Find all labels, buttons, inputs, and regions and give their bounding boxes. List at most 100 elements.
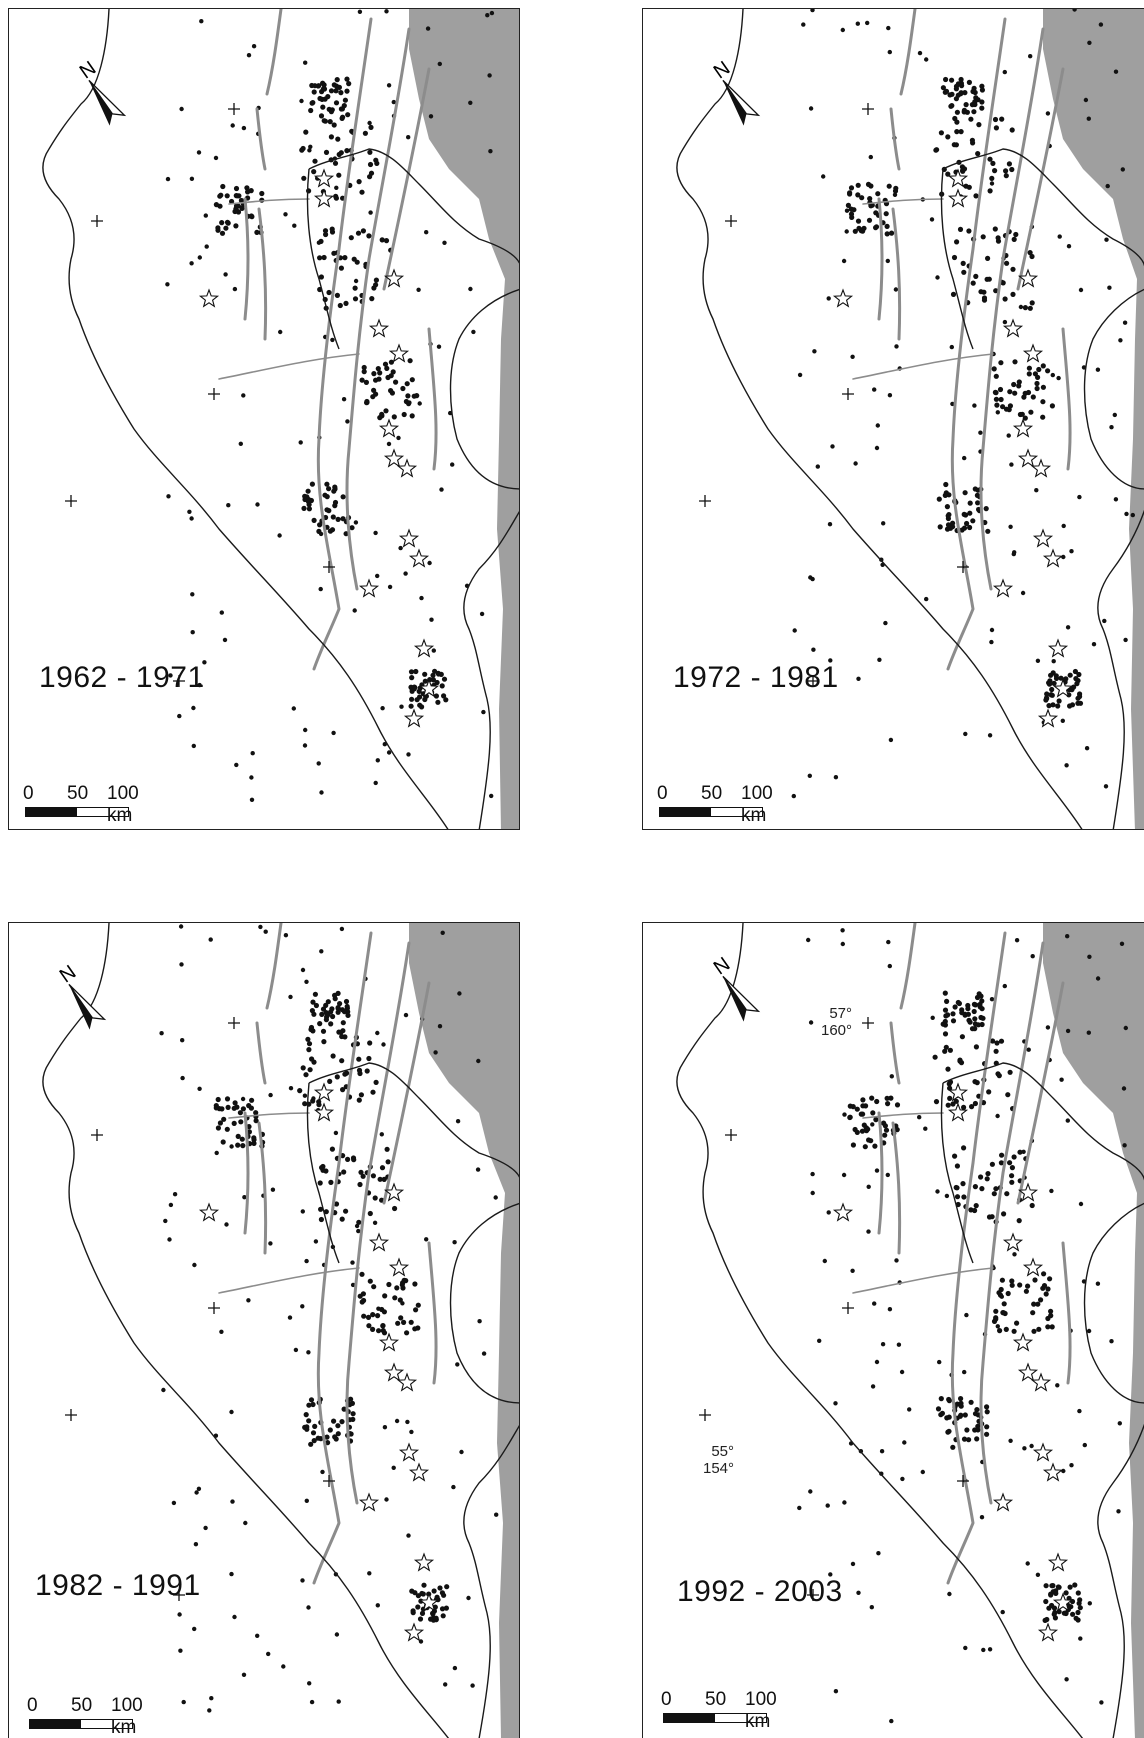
star-icon bbox=[1052, 1592, 1074, 1612]
earthquake-dot bbox=[1120, 167, 1125, 172]
earthquake-dot bbox=[322, 96, 328, 102]
earthquake-dot bbox=[1028, 409, 1034, 415]
earthquake-dot bbox=[370, 1312, 376, 1318]
earthquake-dot bbox=[487, 73, 492, 78]
earthquake-dot bbox=[240, 1143, 246, 1149]
earthquake-dot bbox=[230, 1499, 235, 1504]
earthquake-dot bbox=[1022, 390, 1028, 396]
earthquake-dot bbox=[380, 706, 385, 711]
earthquake-dot bbox=[815, 464, 820, 469]
earthquake-dot bbox=[344, 76, 350, 82]
star-icon bbox=[992, 1492, 1014, 1512]
star-icon bbox=[198, 288, 220, 308]
earthquake-dot bbox=[960, 260, 966, 266]
earthquake-dot bbox=[972, 486, 978, 492]
earthquake-dot bbox=[403, 1012, 409, 1018]
earthquake-dot bbox=[995, 235, 1001, 241]
earthquake-dot bbox=[1087, 954, 1092, 959]
earthquake-dot bbox=[957, 226, 964, 232]
earthquake-dot bbox=[481, 709, 486, 715]
scale-label-0: 0 bbox=[23, 783, 34, 804]
earthquake-dot bbox=[394, 1285, 400, 1291]
earthquake-dot bbox=[384, 1146, 390, 1152]
plus-icon bbox=[699, 1409, 711, 1421]
earthquake-dot bbox=[1035, 658, 1041, 663]
earthquake-dot bbox=[221, 1116, 227, 1122]
earthquake-dot bbox=[933, 1099, 940, 1105]
earthquake-dot bbox=[900, 1476, 905, 1482]
earthquake-dot bbox=[1031, 1328, 1037, 1334]
earthquake-dot bbox=[946, 1396, 952, 1403]
star-icon bbox=[947, 1082, 969, 1102]
earthquake-dot bbox=[372, 1195, 378, 1201]
earthquake-dot bbox=[330, 1053, 336, 1059]
earthquake-dot bbox=[218, 192, 224, 198]
earthquake-dot bbox=[452, 1665, 458, 1671]
earthquake-dot bbox=[873, 225, 879, 231]
earthquake-dot bbox=[419, 1590, 425, 1597]
earthquake-dot bbox=[450, 462, 455, 467]
earthquake-dot bbox=[333, 100, 340, 106]
earthquake-dot bbox=[409, 1429, 414, 1435]
earthquake-dot bbox=[963, 1645, 968, 1651]
earthquake-dot bbox=[1036, 366, 1042, 373]
earthquake-dot bbox=[307, 1067, 313, 1073]
earthquake-dot bbox=[396, 435, 401, 441]
earthquake-dot bbox=[1007, 1160, 1013, 1166]
earthquake-dot bbox=[924, 57, 929, 62]
earthquake-dot bbox=[287, 1315, 293, 1320]
earthquake-dot bbox=[899, 1369, 905, 1375]
plus-icon bbox=[699, 495, 711, 507]
earthquake-dot bbox=[333, 1130, 339, 1136]
earthquake-dot bbox=[409, 675, 415, 681]
earthquake-dot bbox=[281, 1664, 286, 1669]
earthquake-dot bbox=[1030, 394, 1036, 400]
earthquake-dot bbox=[1006, 161, 1012, 167]
earthquake-dot bbox=[875, 191, 881, 197]
earthquake-dot bbox=[331, 1418, 337, 1424]
earthquake-dot bbox=[954, 109, 960, 115]
earthquake-dot bbox=[1117, 1421, 1122, 1426]
earthquake-dot bbox=[1046, 681, 1053, 687]
earthquake-dot bbox=[376, 1306, 381, 1311]
earthquake-dot bbox=[387, 584, 393, 590]
earthquake-dot bbox=[364, 1068, 370, 1074]
earthquake-dot bbox=[1063, 1610, 1069, 1617]
earthquake-dot bbox=[340, 114, 346, 120]
earthquake-dot bbox=[220, 1139, 226, 1145]
earthquake-dot bbox=[325, 999, 331, 1005]
earthquake-dot bbox=[817, 1338, 822, 1343]
earthquake-dot bbox=[344, 1070, 350, 1076]
earthquake-dot bbox=[299, 98, 304, 104]
earthquake-dot bbox=[341, 1406, 347, 1412]
earthquake-dot bbox=[965, 1011, 971, 1017]
earthquake-dot bbox=[944, 504, 950, 510]
earthquake-dot bbox=[999, 1294, 1004, 1299]
earthquake-dot bbox=[375, 1603, 380, 1608]
earthquake-dot bbox=[973, 193, 979, 199]
earthquake-dot bbox=[1012, 390, 1018, 396]
earthquake-dot bbox=[827, 522, 833, 527]
earthquake-dot bbox=[996, 1073, 1002, 1079]
scale-bar: 0 50 100 km bbox=[23, 1695, 173, 1738]
earthquake-dot bbox=[969, 137, 975, 143]
earthquake-dot bbox=[180, 1038, 185, 1043]
earthquake-dot bbox=[1124, 511, 1129, 517]
earthquake-dot bbox=[368, 124, 374, 130]
earthquake-dot bbox=[362, 130, 368, 136]
earthquake-dot bbox=[1095, 976, 1101, 981]
earthquake-dot bbox=[1073, 676, 1079, 682]
earthquake-dot bbox=[946, 1414, 952, 1420]
earthquake-dot bbox=[950, 1101, 956, 1107]
earthquake-dot bbox=[1034, 380, 1040, 387]
earthquake-dot bbox=[300, 1578, 305, 1583]
earthquake-dot bbox=[958, 1396, 964, 1402]
scale-bar-graphic bbox=[659, 807, 763, 817]
earthquake-dot bbox=[293, 1347, 299, 1353]
earthquake-dot bbox=[409, 1588, 415, 1594]
coord-lon: 160° bbox=[821, 1022, 853, 1039]
earthquake-dot bbox=[320, 80, 326, 86]
earthquake-dot bbox=[1026, 371, 1032, 377]
earthquake-dot bbox=[251, 1140, 257, 1146]
earthquake-dot bbox=[401, 1319, 407, 1325]
